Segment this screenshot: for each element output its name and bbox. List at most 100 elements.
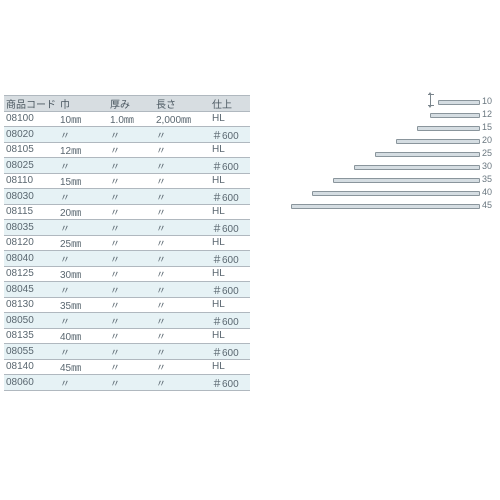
table-row: 08035〃〃〃＃600 [4,220,250,236]
cell-length: 〃 [156,328,212,343]
cell-width: 〃 [60,282,110,297]
cell-code: 08140 [6,361,60,372]
cell-finish: HL [212,361,250,372]
table-header-row: 商品コード 巾 厚み 長さ 仕上 [4,96,250,112]
table-row: 0813540㎜〃〃HL [4,329,250,345]
table-row: 08050〃〃〃＃600 [4,313,250,329]
cell-finish: HL [212,330,250,341]
table-row: 0812530㎜〃〃HL [4,267,250,283]
bar-row: 15 [290,122,496,135]
cell-code: 08120 [6,237,60,248]
table-row: 08055〃〃〃＃600 [4,344,250,360]
cell-code: 08115 [6,206,60,217]
width-bar [375,152,480,157]
cell-length: 〃 [156,220,212,235]
bar-row: 25 [290,148,496,161]
table-row: 08045〃〃〃＃600 [4,282,250,298]
cell-thick: 〃 [110,189,156,204]
width-bar [438,100,480,105]
cell-width: 〃 [60,189,110,204]
cell-width: 15㎜ [60,173,110,188]
cell-width: 〃 [60,220,110,235]
table-row: 0810010㎜1.0㎜2,000㎜HL [4,112,250,128]
cell-finish: ＃600 [212,189,250,204]
width-bar [396,139,480,144]
bar-label: 25 [482,148,496,158]
width-bar [354,165,480,170]
bar-label: 20 [482,135,496,145]
dimension-callout-icon [428,94,436,106]
cell-finish: HL [212,175,250,186]
cell-finish: ＃600 [212,220,250,235]
cell-thick: 〃 [110,297,156,312]
cell-length: 〃 [156,142,212,157]
cell-finish: ＃600 [212,313,250,328]
bar-label: 30 [482,161,496,171]
cell-width: 12㎜ [60,142,110,157]
bar-row: 40 [290,187,496,200]
cell-code: 08020 [6,129,60,140]
col-header-finish: 仕上 [212,96,250,111]
cell-code: 08030 [6,191,60,202]
cell-finish: HL [212,113,250,124]
cell-length: 〃 [156,235,212,250]
cell-thick: 〃 [110,282,156,297]
cell-width: 〃 [60,127,110,142]
table-row: 0810512㎜〃〃HL [4,143,250,159]
cell-width: 〃 [60,251,110,266]
cell-length: 〃 [156,251,212,266]
cell-length: 〃 [156,282,212,297]
cell-thick: 〃 [110,235,156,250]
cell-length: 2,000㎜ [156,111,212,126]
cell-width: 20㎜ [60,204,110,219]
cell-width: 40㎜ [60,328,110,343]
bar-label: 15 [482,122,496,132]
cell-width: 25㎜ [60,235,110,250]
table-row: 0811015㎜〃〃HL [4,174,250,190]
cell-width: 35㎜ [60,297,110,312]
cell-finish: HL [212,144,250,155]
cell-code: 08035 [6,222,60,233]
cell-length: 〃 [156,359,212,374]
cell-finish: ＃600 [212,158,250,173]
cell-code: 08110 [6,175,60,186]
col-header-code: 商品コード [6,96,60,111]
cell-width: 10㎜ [60,111,110,126]
bar-row: 30 [290,161,496,174]
cell-finish: HL [212,268,250,279]
cell-finish: ＃600 [212,375,250,390]
width-bar [417,126,480,131]
cell-finish: ＃600 [212,282,250,297]
cell-thick: 〃 [110,220,156,235]
cell-code: 08050 [6,315,60,326]
cell-finish: HL [212,237,250,248]
table-row: 08040〃〃〃＃600 [4,251,250,267]
table-row: 0814045㎜〃〃HL [4,360,250,376]
table-row: 08030〃〃〃＃600 [4,189,250,205]
width-bar [430,113,480,118]
cell-width: 45㎜ [60,359,110,374]
bar-row: 12 [290,109,496,122]
cell-finish: HL [212,299,250,310]
cell-length: 〃 [156,127,212,142]
cell-width: 〃 [60,313,110,328]
cell-thick: 〃 [110,158,156,173]
cell-code: 08040 [6,253,60,264]
cell-width: 〃 [60,344,110,359]
cell-length: 〃 [156,266,212,281]
cell-code: 08125 [6,268,60,279]
cell-length: 〃 [156,173,212,188]
cell-thick: 〃 [110,344,156,359]
cell-code: 08025 [6,160,60,171]
col-header-width: 巾 [60,96,110,111]
cell-length: 〃 [156,204,212,219]
cell-code: 08060 [6,377,60,388]
cell-length: 〃 [156,297,212,312]
cell-thick: 〃 [110,127,156,142]
cell-finish: ＃600 [212,344,250,359]
bar-label: 12 [482,109,496,119]
cell-thick: 〃 [110,142,156,157]
cell-length: 〃 [156,375,212,390]
bar-row: 20 [290,135,496,148]
cell-thick: 〃 [110,204,156,219]
